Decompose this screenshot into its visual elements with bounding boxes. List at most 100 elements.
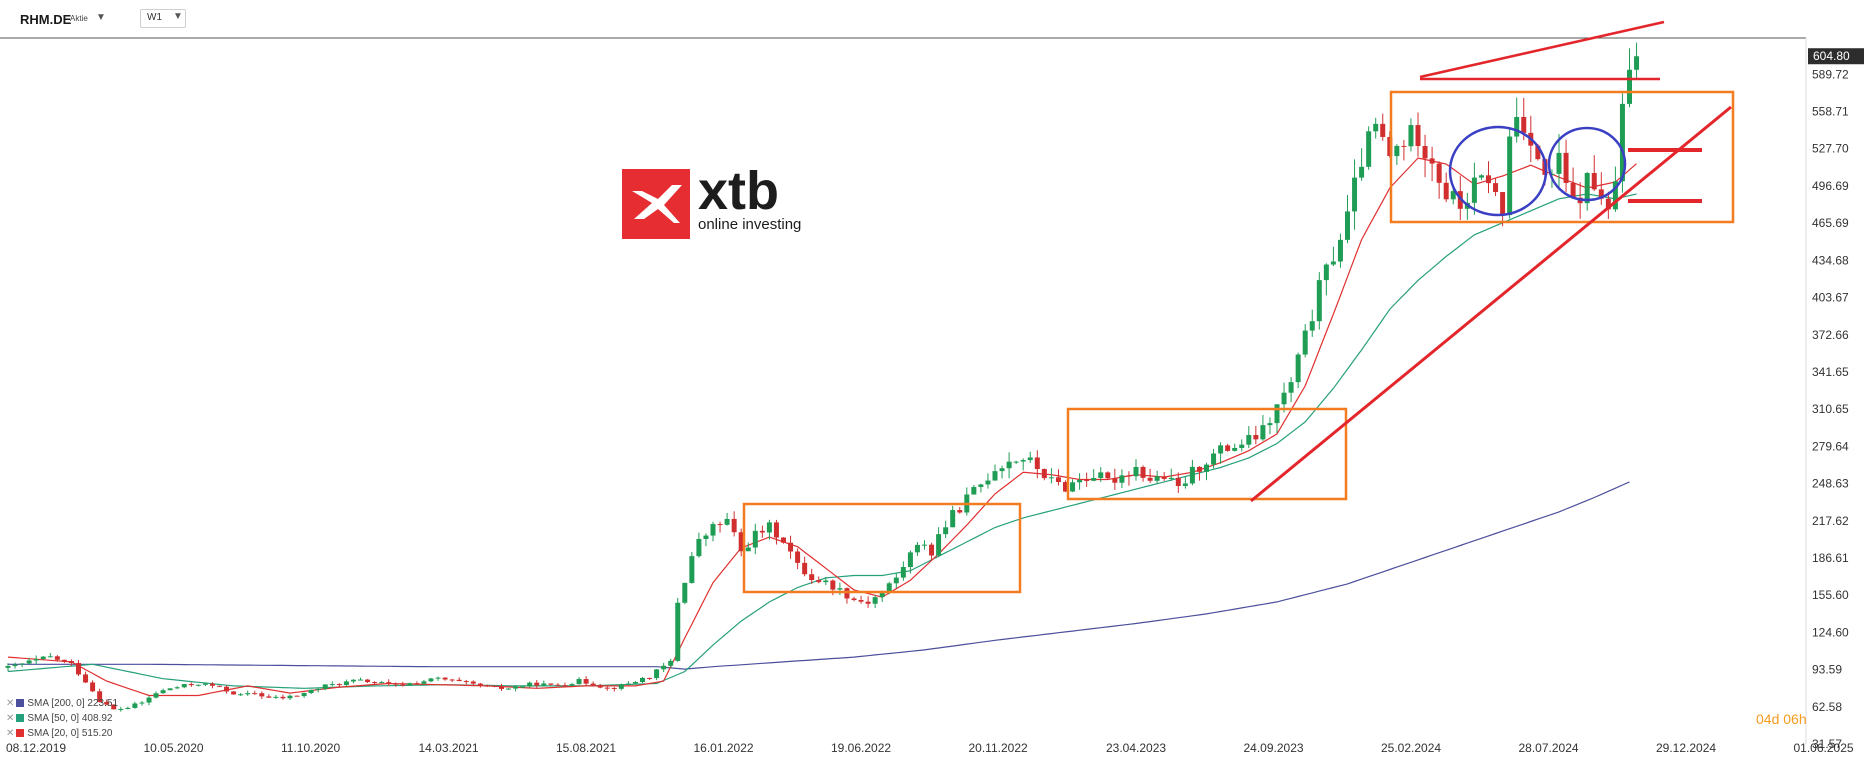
candle-body <box>1211 453 1217 465</box>
candle-body <box>1634 56 1640 70</box>
candle-body <box>1401 145 1407 147</box>
candle-body <box>943 527 949 535</box>
candle-body <box>97 691 103 702</box>
x-tick-label-2: 11.10.2020 <box>281 741 340 755</box>
candle-body <box>632 682 638 684</box>
candle-body <box>428 678 434 682</box>
candle-body <box>195 684 201 686</box>
candle-body <box>1598 189 1604 199</box>
candle-body <box>541 683 547 686</box>
candle-body <box>499 686 504 689</box>
candle-body <box>33 659 39 661</box>
close-icon[interactable]: ✕ <box>6 698 15 709</box>
candle-body <box>724 518 730 525</box>
y-tick-label-2: 527.70 <box>1812 142 1849 156</box>
candle-body <box>174 687 180 689</box>
close-icon[interactable]: ✕ <box>6 728 15 739</box>
candle-body <box>1274 404 1280 424</box>
timeframe-value: W1 <box>147 12 162 23</box>
candle-body <box>879 592 885 598</box>
candle-body <box>1443 182 1449 200</box>
candle-body <box>1267 423 1273 426</box>
candle-body <box>1048 477 1054 479</box>
candle-body <box>1126 475 1132 477</box>
candle-body <box>1175 477 1181 486</box>
candle-body <box>245 693 251 695</box>
candle-body <box>1218 445 1224 454</box>
candle-body <box>922 544 927 546</box>
candle-body <box>386 682 392 684</box>
last-price-label: 604.80 <box>1813 49 1850 63</box>
sma-20-line <box>7 157 1637 697</box>
candle-body <box>654 669 660 679</box>
last-price-badge <box>1808 48 1864 65</box>
y-tick-label-17: 62.58 <box>1812 700 1842 714</box>
candle-body <box>555 684 561 686</box>
candle-body <box>125 707 131 709</box>
candle-body <box>111 704 117 710</box>
candle-body <box>252 693 258 695</box>
candle-body <box>914 544 920 553</box>
sma-200-line <box>8 481 1630 670</box>
candle-body <box>287 695 293 699</box>
candle-body <box>1380 123 1386 137</box>
candle-body <box>1295 354 1301 383</box>
candle-body <box>449 679 455 681</box>
candle-body <box>1098 472 1104 479</box>
legend-sma-50[interactable]: ✕ SMA [50, 0] 408.92 <box>6 713 112 724</box>
y-tick-label-16: 93.59 <box>1812 663 1842 677</box>
candle-body <box>534 682 540 686</box>
candle-body <box>442 677 448 680</box>
candle-body <box>872 597 878 604</box>
candle-body <box>1584 172 1590 204</box>
candle-body <box>160 690 166 694</box>
candle-body <box>181 684 187 688</box>
candle-body <box>1619 103 1625 182</box>
y-tick-label-4: 465.69 <box>1812 216 1849 230</box>
candle-body <box>886 583 892 593</box>
xtb-logo <box>622 169 812 246</box>
candle-body <box>795 551 801 563</box>
candle-body <box>1027 457 1033 461</box>
close-icon[interactable]: ✕ <box>6 713 15 724</box>
symbol-label[interactable]: RHM.DE <box>20 12 72 27</box>
timeframe-select[interactable]: W1 ▼ <box>140 9 186 28</box>
candle-body <box>611 687 617 689</box>
candle-layer <box>5 42 1640 712</box>
logo-brand: xtb <box>698 161 779 221</box>
legend-sma-20[interactable]: ✕ SMA [20, 0] 515.20 <box>6 728 112 739</box>
candle-body <box>1091 478 1097 481</box>
candle-body <box>477 683 483 686</box>
candle-body <box>936 534 942 556</box>
pattern-circle-left <box>1448 125 1548 217</box>
candle-body <box>47 656 53 658</box>
candle-body <box>689 556 695 583</box>
xtb-logo-text: xtb online investing <box>698 164 801 233</box>
candle-body <box>950 510 956 528</box>
candle-body <box>435 677 441 679</box>
candle-body <box>527 682 533 687</box>
candle-body <box>414 683 420 685</box>
candle-body <box>336 684 342 686</box>
candle-body <box>308 689 314 694</box>
logo-tagline: online investing <box>698 216 802 233</box>
candle-body <box>696 538 702 557</box>
candle-body <box>773 522 779 538</box>
candle-body <box>1084 480 1090 482</box>
symbol-chevron-down-icon[interactable]: ▼ <box>96 12 106 23</box>
candle-body <box>851 598 857 601</box>
candle-body <box>590 683 596 686</box>
candle-body <box>1408 125 1414 147</box>
candle-body <box>1493 183 1499 193</box>
candle-body <box>1514 116 1520 137</box>
candle-body <box>393 683 399 685</box>
candle-body <box>971 487 977 495</box>
candle-body <box>752 530 758 548</box>
legend-sma-200[interactable]: ✕ SMA [200, 0] 223.51 <box>6 698 118 709</box>
instrument-type-label: Aktie <box>70 14 88 23</box>
candle-body <box>400 684 406 686</box>
candle-body <box>54 656 60 660</box>
candle-body <box>1450 191 1456 200</box>
y-tick-label-5: 434.68 <box>1812 253 1849 267</box>
